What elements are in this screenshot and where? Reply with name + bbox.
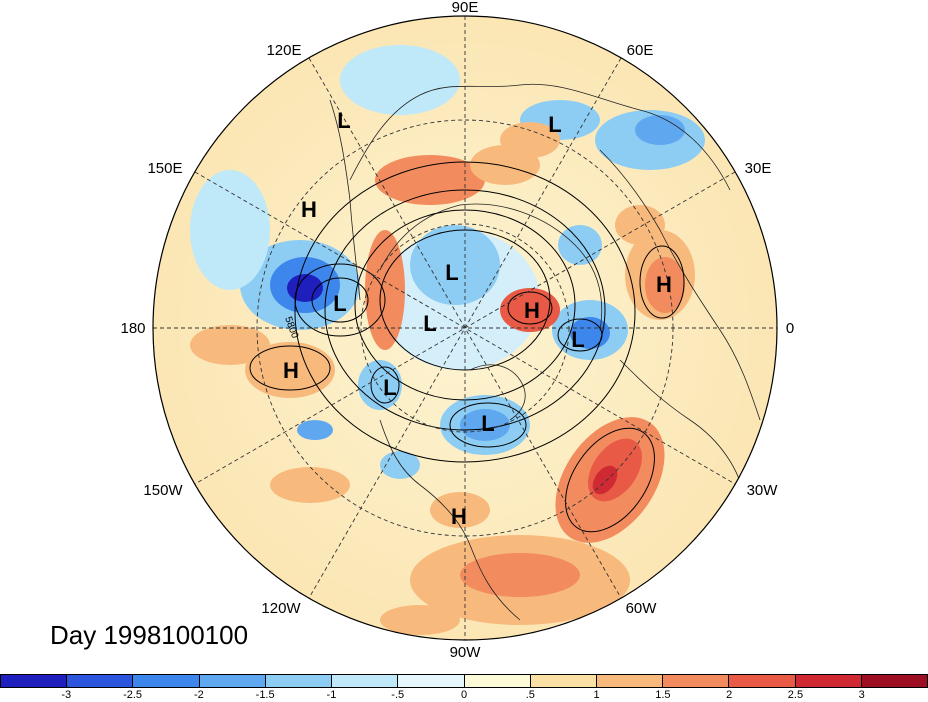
lon-label-30e: 30E	[745, 160, 772, 177]
lon-label-180: 180	[120, 320, 145, 337]
colorbar-tick-label: 3	[858, 689, 865, 701]
longitude-labels: 90E 60E 30E 0 30W 60W 90W 120W 150W 180 …	[120, 0, 794, 661]
colorbar-segment	[67, 675, 134, 687]
hemispheric-map: 90E 60E 30E 0 30W 60W 90W 120W 150W 180 …	[120, 0, 794, 661]
colorbar-segment	[398, 675, 465, 687]
pressure-centers: L L L L L L L L H H H H H	[283, 108, 672, 529]
low-center-label: L	[337, 108, 350, 133]
colorbar-tick-label: 2.5	[787, 689, 804, 701]
colorbar-segment	[133, 675, 200, 687]
high-center-label: H	[656, 272, 672, 297]
lon-label-30w: 30W	[747, 482, 779, 499]
colorbar-tick-label: -1	[326, 689, 337, 701]
colorbar-segment	[199, 675, 266, 687]
colorbar-segment	[530, 675, 597, 687]
lon-label-150w: 150W	[143, 482, 183, 499]
high-center-label: H	[451, 504, 467, 529]
low-center-label: L	[571, 327, 584, 352]
colorbar-segment	[663, 675, 730, 687]
low-center-label: L	[548, 112, 561, 137]
lon-label-120w: 120W	[261, 600, 301, 617]
low-center-label: L	[333, 291, 346, 316]
lon-label-120e: 120E	[266, 42, 301, 59]
low-center-label: L	[445, 260, 458, 285]
colorbar-segment	[861, 675, 928, 687]
colorbar-tick-label: -3	[61, 689, 72, 701]
high-center-label: H	[524, 298, 540, 323]
colorbar-ticks: -3 -2.5 -2 -1.5 -1 -.5 0 .5 1 1.5 2 2.5 3	[0, 688, 928, 702]
colorbar-tick-label: -2	[193, 689, 204, 701]
colorbar-segment	[332, 675, 399, 687]
low-center-label: L	[481, 411, 494, 436]
colorbar-tick-label: -2.5	[123, 689, 143, 701]
lon-label-60w: 60W	[626, 600, 658, 617]
colorbar-segment	[464, 675, 531, 687]
colorbar-tick-label: -1.5	[255, 689, 275, 701]
lon-label-60e: 60E	[627, 42, 654, 59]
colorbar-tick-label: 0	[460, 689, 468, 701]
colorbar-segment	[1, 675, 68, 687]
colorbar-tick-label: 1.5	[655, 689, 671, 701]
coastlines	[329, 83, 761, 621]
colorbar-tick-label: 2	[726, 689, 733, 701]
high-center-label: H	[301, 197, 317, 222]
low-center-label: L	[383, 375, 396, 400]
lon-label-90w: 90W	[450, 644, 482, 661]
colorbar	[0, 674, 928, 688]
graticule	[153, 16, 777, 640]
colorbar-segment	[795, 675, 862, 687]
lon-label-0: 0	[786, 320, 794, 337]
colorbar-segment	[265, 675, 333, 687]
colorbar-tick-label: -.5	[391, 689, 405, 701]
colorbar-tick-label: 1	[593, 689, 600, 701]
low-center-label: L	[423, 311, 436, 336]
high-center-label: H	[283, 358, 299, 383]
colorbar-segment	[596, 675, 664, 687]
map-title: Day 1998100100	[50, 620, 249, 650]
lon-label-90e: 90E	[452, 0, 479, 16]
lon-label-150e: 150E	[147, 160, 182, 177]
colorbar-segment	[729, 675, 796, 687]
map-border	[152, 15, 778, 641]
colorbar-tick-label: .5	[525, 689, 535, 701]
